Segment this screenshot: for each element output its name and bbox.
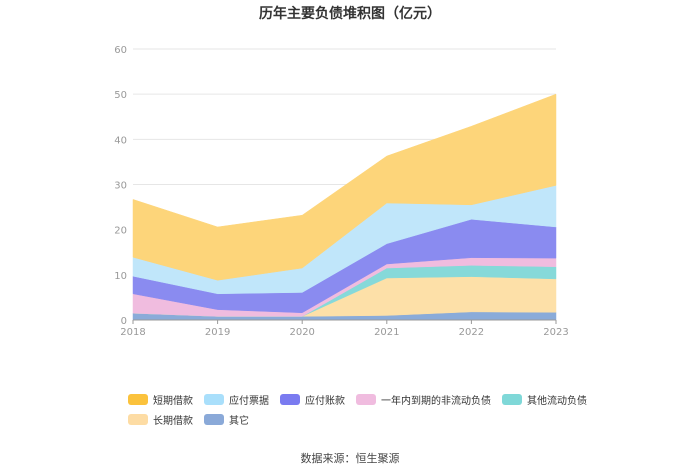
legend-label: 其它: [229, 415, 249, 427]
legend-label: 其他流动负债: [527, 395, 587, 407]
x-tick-label: 2020: [289, 327, 314, 338]
legend-label: 应付账款: [305, 395, 345, 407]
y-tick-label: 20: [114, 226, 127, 237]
x-tick-label: 2018: [120, 327, 145, 338]
area-短期借款: [132, 93, 557, 281]
legend-item[interactable]: 其它: [204, 412, 249, 427]
legend-swatch: [502, 393, 522, 405]
legend-swatch: [204, 393, 224, 405]
legend-row: 短期借款 应付票据 应付账款 一年内到期的非流动负债 其他流动负债: [128, 389, 598, 409]
legend-swatch: [128, 393, 148, 405]
legend-swatch: [204, 413, 224, 425]
legend-item[interactable]: 应付票据: [204, 392, 269, 407]
legend-item[interactable]: 其他流动负债: [502, 392, 587, 407]
legend-swatch: [128, 413, 148, 425]
legend-swatch: [280, 393, 300, 405]
y-tick-label: 40: [114, 135, 127, 146]
y-tick-label: 50: [114, 90, 127, 101]
legend-row: 长期借款 其它: [128, 409, 598, 429]
source-note: 数据来源：恒生聚源: [300, 452, 400, 465]
x-tick-label: 2021: [374, 327, 399, 338]
y-tick-label: 0: [121, 316, 127, 327]
x-tick-label: 2023: [543, 327, 568, 338]
legend-label: 长期借款: [153, 415, 193, 427]
legend-label: 一年内到期的非流动负债: [381, 395, 491, 407]
legend-label: 应付票据: [229, 395, 269, 407]
legend-item[interactable]: 长期借款: [128, 412, 193, 427]
x-tick-label: 2019: [205, 327, 230, 338]
legend-label: 短期借款: [153, 395, 193, 407]
x-tick-label: 2022: [459, 327, 484, 338]
y-tick-label: 60: [114, 45, 127, 56]
area-series: [132, 93, 557, 321]
legend-item[interactable]: 一年内到期的非流动负债: [356, 392, 491, 407]
legend: 短期借款 应付票据 应付账款 一年内到期的非流动负债 其他流动负债 长期借款 其它: [128, 389, 598, 429]
y-tick-label: 10: [114, 271, 127, 282]
legend-item[interactable]: 应付账款: [280, 392, 345, 407]
legend-item[interactable]: 短期借款: [128, 392, 193, 407]
axes: 0 10 20 30 40 50 60 2018 2019 2020 2021 2022 2023: [114, 45, 568, 338]
y-tick-label: 30: [114, 181, 127, 192]
chart-title: 历年主要负债堆积图（亿元）: [259, 5, 441, 22]
legend-swatch: [356, 393, 376, 405]
